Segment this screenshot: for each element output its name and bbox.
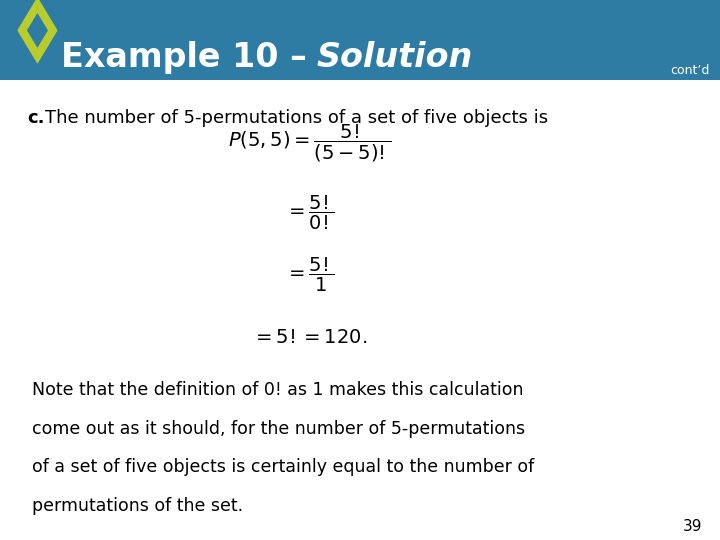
Text: $= \dfrac{5!}{0!}$: $= \dfrac{5!}{0!}$ xyxy=(284,194,335,232)
Text: Solution: Solution xyxy=(317,41,473,74)
Text: $= \dfrac{5!}{1}$: $= \dfrac{5!}{1}$ xyxy=(284,256,335,294)
Text: permutations of the set.: permutations of the set. xyxy=(32,497,243,515)
Text: c.: c. xyxy=(27,109,45,127)
Polygon shape xyxy=(27,13,48,48)
Text: 39: 39 xyxy=(683,518,702,534)
Text: Note that the definition of 0! as 1 makes this calculation: Note that the definition of 0! as 1 make… xyxy=(32,381,524,399)
Text: cont’d: cont’d xyxy=(670,64,709,77)
Text: of a set of five objects is certainly equal to the number of: of a set of five objects is certainly eq… xyxy=(32,458,535,476)
FancyBboxPatch shape xyxy=(0,80,720,540)
Polygon shape xyxy=(17,0,58,64)
Text: come out as it should, for the number of 5-permutations: come out as it should, for the number of… xyxy=(32,420,526,437)
Text: $= 5! = 120.$: $= 5! = 120.$ xyxy=(252,328,367,347)
FancyBboxPatch shape xyxy=(0,0,720,80)
Text: Example 10 –: Example 10 – xyxy=(61,41,318,74)
Text: $P(5,5) = \dfrac{5!}{(5-5)!}$: $P(5,5) = \dfrac{5!}{(5-5)!}$ xyxy=(228,123,391,164)
Text: The number of 5-permutations of a set of five objects is: The number of 5-permutations of a set of… xyxy=(45,109,549,127)
